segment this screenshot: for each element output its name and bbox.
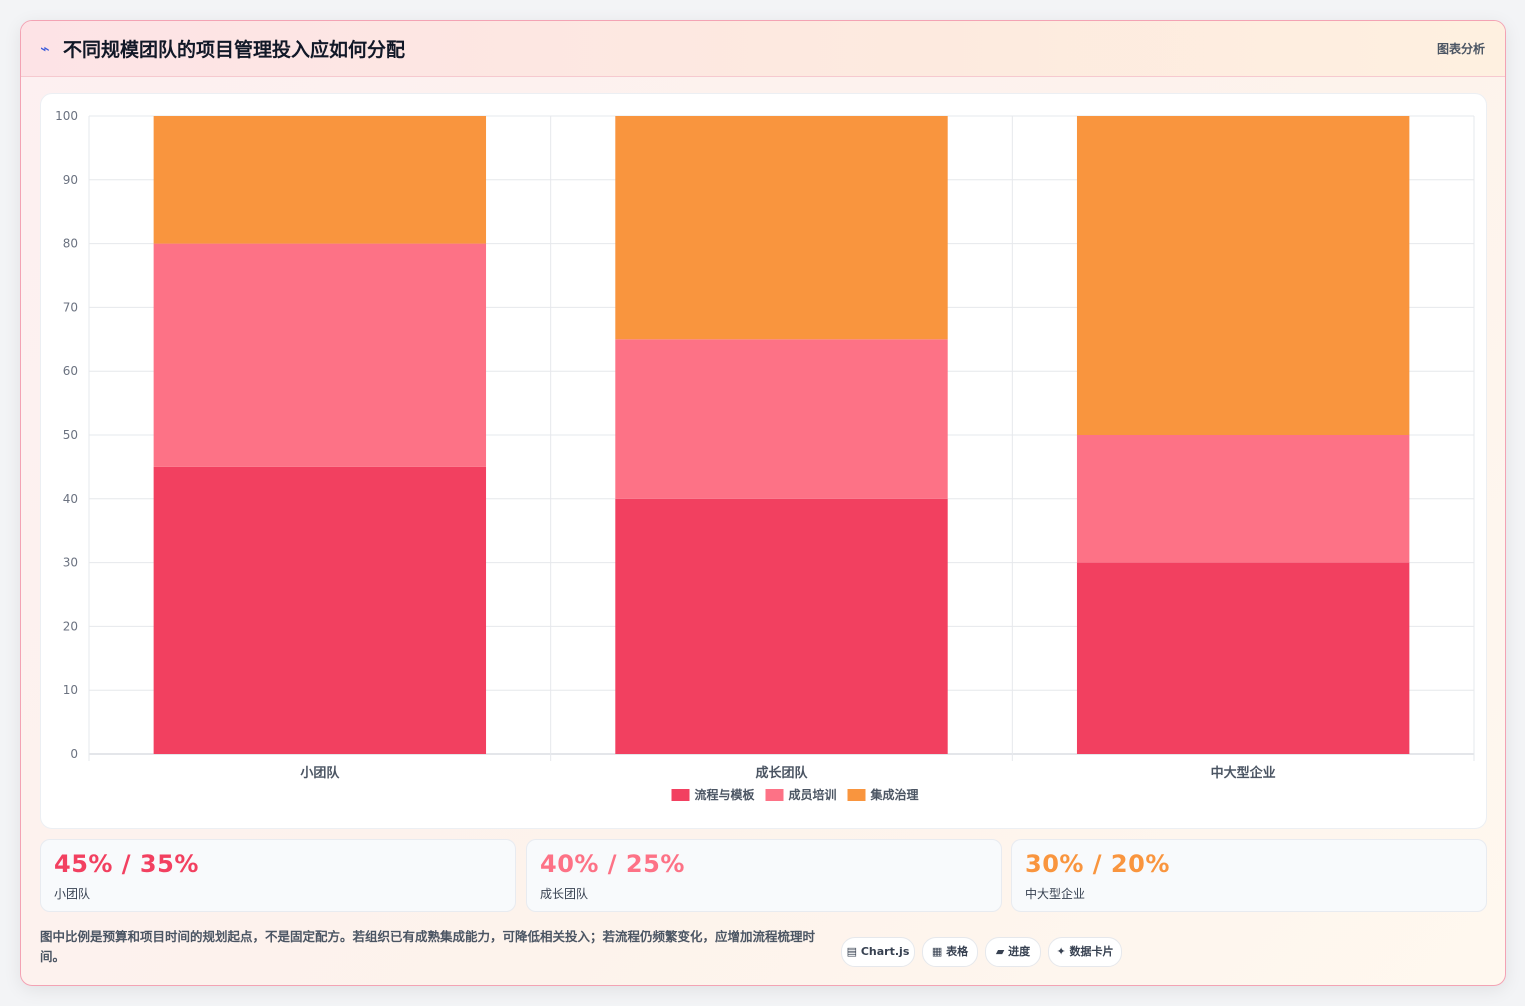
bar-segment xyxy=(615,498,948,754)
bar-segment xyxy=(615,116,948,340)
card-header: ⌁ 不同规模团队的项目管理投入应如何分配 图表分析 xyxy=(21,21,1505,77)
stat-value: 30% / 20% xyxy=(1025,850,1170,878)
y-tick-label: 20 xyxy=(63,619,78,633)
chip-label: 进度 xyxy=(1008,945,1031,958)
bar-segment xyxy=(1076,562,1410,754)
y-tick-label: 90 xyxy=(63,173,78,187)
chip-table[interactable]: ▦ 表格 xyxy=(922,937,978,967)
table-icon: ▦ xyxy=(931,945,943,958)
stat-value: 40% / 25% xyxy=(540,850,685,878)
sparkle-icon: ✦ xyxy=(1056,945,1066,958)
stat-value: 45% / 35% xyxy=(54,850,199,878)
legend-swatch xyxy=(765,789,784,801)
y-tick-label: 50 xyxy=(63,428,78,442)
progress-icon: ▰ xyxy=(995,945,1005,958)
legend-swatch xyxy=(847,789,866,801)
stat-label: 成长团队 xyxy=(540,887,589,901)
y-tick-label: 10 xyxy=(63,683,78,697)
chip-label: 数据卡片 xyxy=(1069,945,1114,958)
chart-icon: ▤ xyxy=(846,945,858,958)
chip-progress[interactable]: ▰ 进度 xyxy=(985,937,1041,967)
bar-segment xyxy=(153,466,487,754)
x-tick-label: 小团队 xyxy=(300,766,340,781)
legend-label: 流程与模板 xyxy=(695,787,756,802)
bar-segment xyxy=(1076,116,1410,435)
y-tick-label: 70 xyxy=(63,300,78,314)
stat-card-enterprise: 30% / 20% 中大型企业 xyxy=(1011,839,1487,912)
x-tick-label: 成长团队 xyxy=(755,765,808,781)
bar-segment xyxy=(153,116,487,244)
stat-label: 小团队 xyxy=(54,887,91,901)
chip-chartjs[interactable]: ▤ Chart.js xyxy=(841,937,915,967)
chip-label: Chart.js xyxy=(860,945,910,958)
chart-analysis-label: 图表分析 xyxy=(1436,42,1485,56)
bar-segment xyxy=(1076,435,1410,563)
stat-card-growth-team: 40% / 25% 成长团队 xyxy=(526,839,1002,912)
y-tick-label: 40 xyxy=(63,492,78,506)
footnote: 图中比例是预算和项目时间的规划起点，不是固定配方。若组织已有成熟集成能力，可降低… xyxy=(40,929,816,964)
y-tick-label: 100 xyxy=(55,109,78,123)
legend-label: 成员培训 xyxy=(789,787,837,802)
chart-card: ⌁ 不同规模团队的项目管理投入应如何分配 图表分析 0 10 20 30 40 50 60 7… xyxy=(20,20,1506,986)
y-tick-label: 80 xyxy=(63,237,78,251)
bar-segment xyxy=(153,243,487,467)
y-tick-label: 60 xyxy=(63,364,78,378)
chart-line-icon: ⌁ xyxy=(40,39,50,58)
y-tick-label: 0 xyxy=(70,747,78,761)
legend-swatch xyxy=(671,789,690,801)
chip-data-cards[interactable]: ✦ 数据卡片 xyxy=(1048,937,1122,967)
legend-label: 集成治理 xyxy=(870,787,919,802)
bar-segment xyxy=(615,339,948,499)
y-tick-label: 30 xyxy=(63,556,78,570)
chip-label: 表格 xyxy=(946,945,969,958)
x-tick-label: 中大型企业 xyxy=(1211,765,1276,781)
page-title: 不同规模团队的项目管理投入应如何分配 xyxy=(63,39,406,61)
chart-panel: 0 10 20 30 40 50 60 70 80 90 100 小团队 成长团队 中大型企业流程与模板 成… xyxy=(40,93,1487,829)
stat-label: 中大型企业 xyxy=(1025,887,1086,901)
stat-card-small-team: 45% / 35% 小团队 xyxy=(40,839,516,912)
